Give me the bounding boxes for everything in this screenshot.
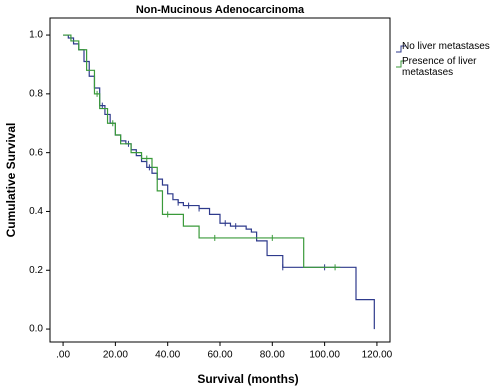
y-tick-label: 0.4 (29, 206, 43, 217)
x-tick-label: .00 (56, 350, 70, 361)
y-tick-label: 0.2 (29, 265, 43, 276)
plot-frame (49, 17, 391, 343)
x-tick-label: 20.00 (103, 350, 128, 361)
x-tick-label: 100.00 (309, 350, 340, 361)
survival-curve (63, 34, 341, 268)
legend-swatch (396, 60, 406, 68)
x-tick-label: 120.00 (362, 350, 393, 361)
x-tick-label: 60.00 (207, 350, 232, 361)
y-tick-label: 0.0 (29, 324, 43, 335)
legend-entry: Presence of liver metastases (402, 56, 477, 78)
y-tick-label: 0.6 (29, 147, 43, 158)
x-axis-label: Survival (months) (197, 372, 298, 386)
survival-curve (63, 34, 375, 330)
y-tick-label: 0.8 (29, 88, 43, 99)
x-tick-label: 40.00 (155, 350, 180, 361)
y-axis-label: Cumulative Survival (4, 123, 18, 238)
legend-entry: No liver metastases (402, 41, 490, 52)
chart-title: Non-Mucinous Adenocarcinoma (136, 4, 305, 16)
legend-swatch (396, 45, 406, 53)
y-tick-label: 1.0 (29, 30, 43, 41)
x-tick-label: 80.00 (260, 350, 285, 361)
